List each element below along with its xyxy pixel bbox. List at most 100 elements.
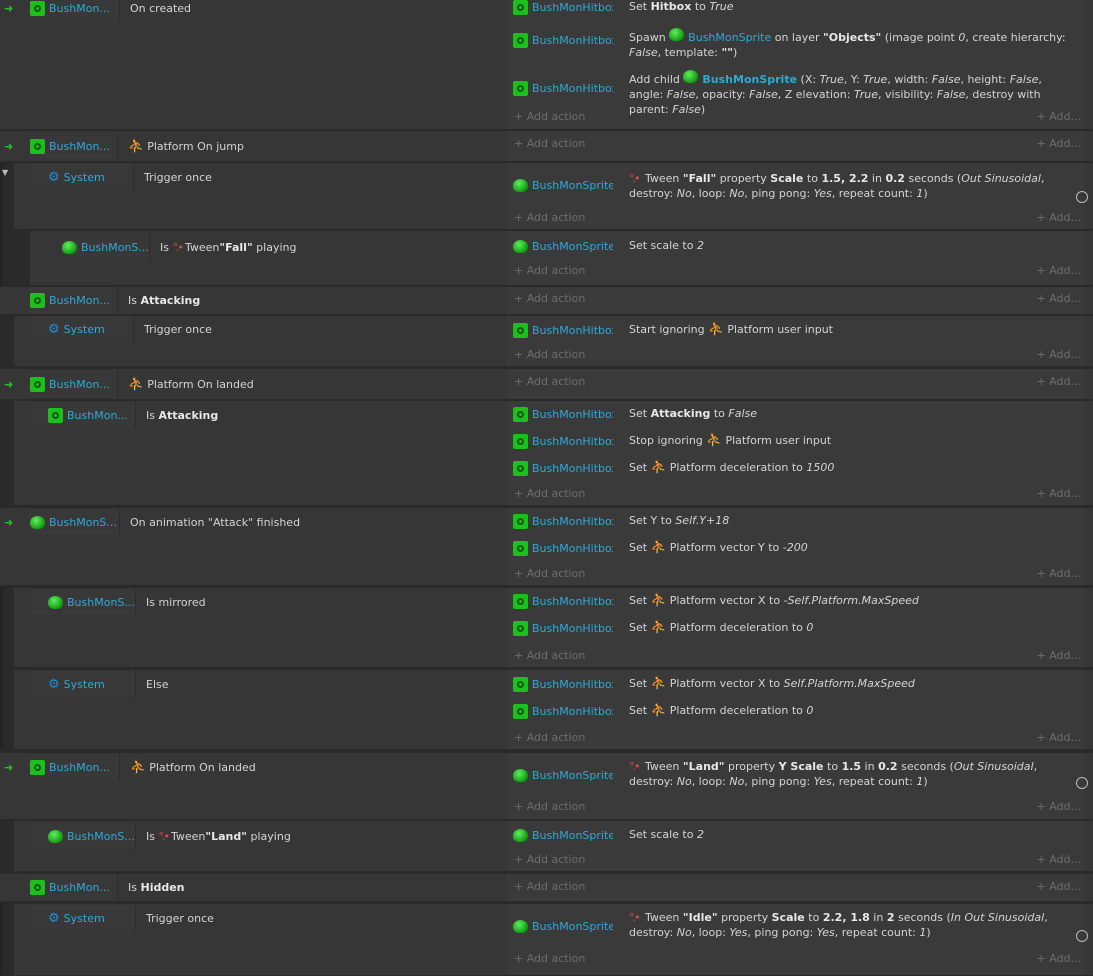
action-row[interactable]: BushMonHitbox Set ⛹ Platform vector Y to … [507, 536, 1084, 560]
add-action-link[interactable]: + Add action [514, 853, 586, 866]
condition-row[interactable]: ➜ BushMon... ⛹ Platform On landed [0, 754, 1093, 780]
event-block[interactable]: ⚙ System Trigger once BushMonSprite °.• … [14, 163, 1093, 230]
add-action-link[interactable]: + Add action [514, 800, 586, 813]
action-text: Set ⛹ Platform deceleration to 0 [629, 703, 814, 718]
add-more-link[interactable]: + Add... [1036, 375, 1081, 388]
add-more-link[interactable]: + Add... [1036, 853, 1081, 866]
add-action-link[interactable]: + Add action [514, 880, 586, 893]
action-row[interactable]: BushMonHitbox Set Attacking to False [507, 402, 1084, 426]
add-more-link[interactable]: + Add... [1036, 800, 1081, 813]
condition-row[interactable]: ➜ BushMon... ⛹ Platform On landed [0, 371, 1093, 397]
add-action-link[interactable]: + Add action [514, 110, 586, 123]
add-more-link[interactable]: + Add... [1036, 110, 1081, 123]
add-more-link[interactable]: + Add... [1036, 952, 1081, 965]
action-row[interactable]: BushMonSprite °.• Tween "Idle" property … [507, 908, 1088, 942]
condition-object-name: System [63, 677, 105, 691]
condition-object[interactable]: BushMon... [30, 874, 118, 900]
event-block[interactable]: BushMonS... Is °.• Tween "Land" playing … [14, 821, 1093, 872]
add-more-link[interactable]: + Add... [1036, 137, 1081, 150]
condition-object[interactable]: BushMon... [30, 287, 118, 313]
condition-object[interactable]: BushMon... [30, 133, 118, 159]
action-text: Set Attacking to False [629, 407, 757, 420]
event-block[interactable]: ➜ BushMon... ⛹ Platform On jump + Add act… [0, 131, 1093, 162]
condition-object[interactable]: BushMon... [30, 754, 120, 780]
condition-row[interactable]: ⚙ System Trigger once [14, 316, 1093, 342]
event-block[interactable]: BushMonS... Is °.• Tween "Fall" playing … [30, 231, 1093, 286]
event-block[interactable]: ➜ BushMonS... On animation "Attack" fini… [0, 508, 1093, 586]
action-row[interactable]: BushMonHitbox Set Hitbox to True [507, 0, 1084, 19]
action-row[interactable]: BushMonHitbox Start ignoring ⛹ Platform u… [507, 318, 1084, 342]
add-action-link[interactable]: + Add action [514, 731, 586, 744]
add-more-link[interactable]: + Add... [1036, 880, 1081, 893]
condition-object[interactable]: BushMonS... [30, 509, 120, 535]
event-block[interactable]: ➜ BushMon... ⛹ Platform On landed BushMon… [0, 753, 1093, 820]
add-more-link[interactable]: + Add... [1036, 731, 1081, 744]
add-more-link[interactable]: + Add... [1036, 264, 1081, 277]
add-more-link[interactable]: + Add... [1036, 292, 1081, 305]
condition-object[interactable]: BushMon... [30, 371, 118, 397]
event-block[interactable]: ⚙ System Trigger once BushMonHitbox Star… [14, 316, 1093, 367]
condition-object[interactable]: BushMonS... [32, 823, 136, 849]
condition-object[interactable]: ⚙ System [32, 671, 136, 697]
condition-row[interactable]: BushMon... Is Hidden [0, 874, 1093, 900]
condition-object[interactable]: BushMonS... [32, 589, 136, 615]
add-action-link[interactable]: + Add action [514, 292, 586, 305]
action-row[interactable]: BushMonSprite °.• Tween "Fall" property … [507, 169, 1088, 203]
action-row[interactable]: BushMonSprite Set scale to 2 [507, 234, 1084, 258]
action-row[interactable]: BushMonHitbox Set ⛹ Platform deceleration… [507, 616, 1084, 640]
add-more-link[interactable]: + Add... [1036, 567, 1081, 580]
add-more-link[interactable]: + Add... [1036, 348, 1081, 361]
condition-row[interactable]: ⚙ System Trigger once [14, 905, 1093, 931]
action-row[interactable]: BushMonSprite °.• Tween "Land" property … [507, 759, 1088, 789]
action-row[interactable]: BushMonHitbox Set ⛹ Platform deceleration… [507, 699, 1084, 723]
action-row[interactable]: BushMonHitbox Add child BushMonSprite (X… [507, 70, 1084, 116]
action-row[interactable]: BushMonSprite Set scale to 2 [507, 823, 1084, 847]
add-action-link[interactable]: + Add action [514, 375, 586, 388]
condition-row[interactable]: ⚙ System Trigger once [14, 164, 1093, 190]
event-block[interactable]: ⚙ System Trigger once BushMonSprite °.• … [14, 904, 1093, 976]
hitbox-icon [513, 593, 528, 609]
add-action-link[interactable]: + Add action [514, 567, 586, 580]
action-row[interactable]: BushMonHitbox Set ⛹ Platform deceleration… [507, 456, 1084, 480]
collapse-toggle-icon[interactable]: ▼ [2, 168, 9, 177]
platform-icon: ⛹ [650, 460, 667, 475]
action-row[interactable]: BushMonHitbox Set ⛹ Platform vector X to … [507, 672, 1084, 696]
condition-row[interactable]: BushMonS... Is mirrored [14, 589, 1093, 615]
add-action-link[interactable]: + Add action [514, 952, 586, 965]
action-row[interactable]: BushMonHitbox Set ⛹ Platform vector X to … [507, 589, 1084, 613]
condition-row[interactable]: BushMon... Is Attacking [0, 287, 1093, 313]
add-action-link[interactable]: + Add action [514, 211, 586, 224]
add-action-link[interactable]: + Add action [514, 348, 586, 361]
add-more-link[interactable]: + Add... [1036, 211, 1081, 224]
condition-object[interactable]: ⚙ System [32, 164, 134, 190]
add-action-link[interactable]: + Add action [514, 487, 586, 500]
action-row[interactable]: BushMonHitbox Stop ignoring ⛹ Platform us… [507, 429, 1084, 453]
event-block[interactable]: ➜ BushMon... On created BushMonHitbox Se… [0, 0, 1093, 130]
event-block[interactable]: BushMon... Is Attacking + Add action + A… [0, 287, 1093, 315]
add-more-link[interactable]: + Add... [1036, 649, 1081, 662]
condition-row[interactable]: ➜ BushMon... ⛹ Platform On jump [0, 133, 1093, 159]
timer-icon [1076, 930, 1088, 942]
event-block[interactable]: BushMonS... Is mirrored BushMonHitbox Se… [14, 588, 1093, 668]
event-block[interactable]: BushMon... Is Attacking BushMonHitbox Se… [14, 401, 1093, 506]
condition-row[interactable]: ⚙ System Else [14, 671, 1093, 697]
add-action-link[interactable]: + Add action [514, 264, 586, 277]
condition-row[interactable]: BushMonS... Is °.• Tween "Land" playing [14, 823, 1093, 849]
condition-row[interactable]: ➜ BushMonS... On animation "Attack" fini… [0, 509, 1093, 535]
condition-row[interactable]: BushMonS... Is °.• Tween "Fall" playing [30, 234, 1093, 260]
add-action-link[interactable]: + Add action [514, 649, 586, 662]
condition-object[interactable]: ⚙ System [32, 316, 134, 342]
condition-object[interactable]: ⚙ System [32, 905, 136, 931]
condition-row[interactable]: BushMon... Is Attacking [14, 402, 1093, 428]
condition-object[interactable]: BushMon... [30, 0, 120, 21]
add-more-link[interactable]: + Add... [1036, 487, 1081, 500]
action-row[interactable]: BushMonHitbox Set Y to Self.Y+18 [507, 509, 1084, 533]
action-row[interactable]: BushMonHitbox Spawn BushMonSprite on lay… [507, 28, 1084, 59]
event-block[interactable]: ➜ BushMon... ⛹ Platform On landed + Add a… [0, 369, 1093, 400]
condition-object[interactable]: BushMon... [32, 402, 136, 428]
condition-object[interactable]: BushMonS... [62, 234, 150, 260]
event-block[interactable]: BushMon... Is Hidden + Add action + Add.… [0, 874, 1093, 902]
add-action-link[interactable]: + Add action [514, 137, 586, 150]
event-block[interactable]: ⚙ System Else BushMonHitbox Set ⛹ Platfor… [14, 670, 1093, 750]
condition-row[interactable]: ➜ BushMon... On created [0, 0, 505, 21]
